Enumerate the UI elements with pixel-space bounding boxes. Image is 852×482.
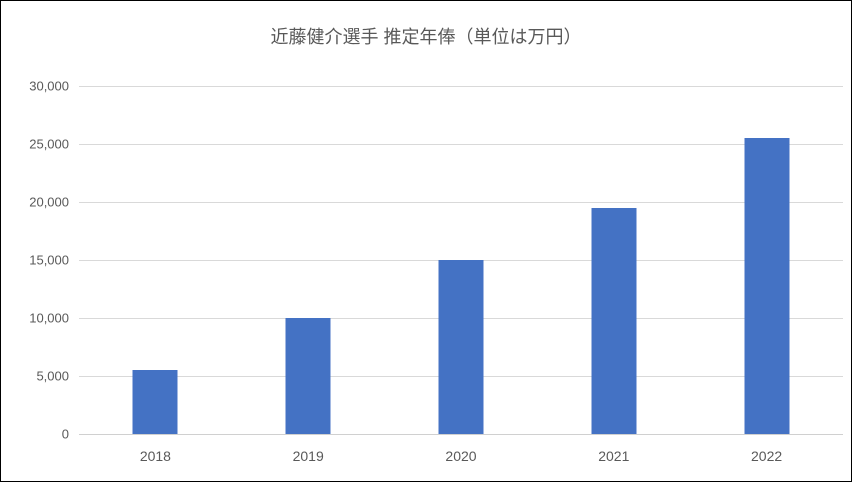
y-axis-tick-label: 30,000 <box>29 78 69 94</box>
y-axis-tick-label: 0 <box>61 426 69 442</box>
x-axis-label: 2018 <box>139 448 171 464</box>
gridline <box>79 86 843 87</box>
x-axis-line <box>79 434 843 435</box>
y-axis-tick-label: 5,000 <box>36 368 69 384</box>
y-axis-tick-label: 25,000 <box>29 136 69 152</box>
bar <box>132 370 178 434</box>
y-axis-tick-label: 15,000 <box>29 252 69 268</box>
bar <box>591 207 637 434</box>
x-axis-label: 2021 <box>598 448 630 464</box>
chart-title: 近藤健介選手 推定年俸（単位は万円） <box>270 27 582 47</box>
x-axis-label: 2020 <box>445 448 477 464</box>
x-axis-label: 2019 <box>292 448 324 464</box>
bar <box>744 138 790 434</box>
bar <box>285 318 331 434</box>
gridline <box>79 202 843 203</box>
x-axis-label: 2022 <box>751 448 783 464</box>
y-axis-tick-label: 10,000 <box>29 310 69 326</box>
y-axis-tick-label: 20,000 <box>29 194 69 210</box>
bar <box>438 260 484 434</box>
gridline <box>79 144 843 145</box>
